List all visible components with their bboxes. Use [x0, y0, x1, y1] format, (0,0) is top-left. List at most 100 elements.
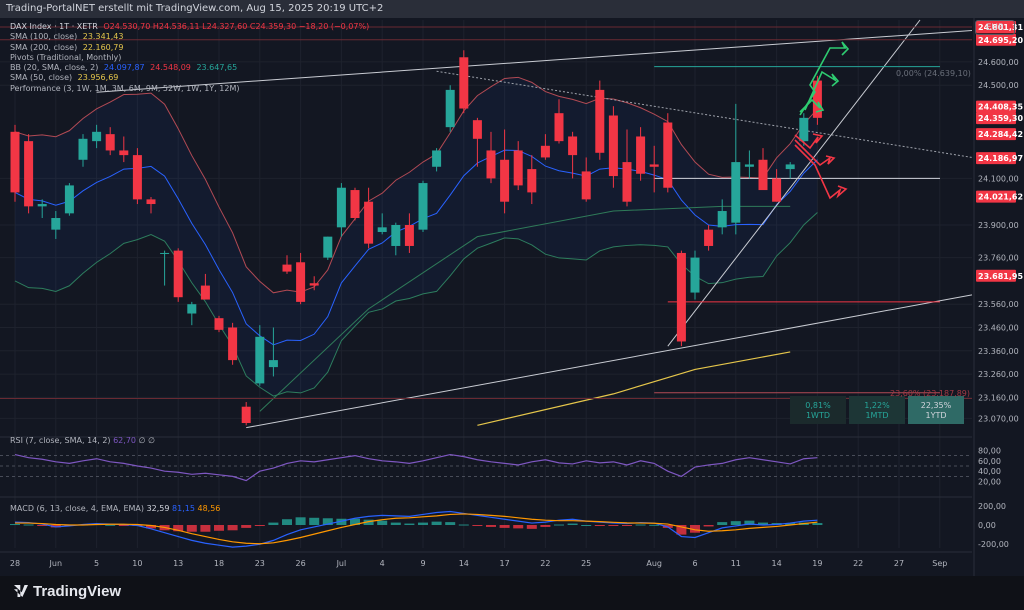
macd-histogram-bar: [608, 525, 619, 526]
legend-bb[interactable]: BB (20, SMA, close, 2) 24.097,87 24.548,…: [10, 63, 369, 73]
time-tick-label: Sep: [932, 559, 947, 568]
macd-v3: 48,56: [197, 504, 221, 513]
time-tick-label: 26: [296, 559, 306, 568]
candle-body: [568, 136, 578, 156]
candle-body: [649, 164, 659, 167]
macd-histogram-bar: [200, 525, 211, 532]
candle-body: [10, 131, 20, 193]
candle-body: [608, 115, 618, 177]
macd-histogram-bar: [241, 525, 252, 528]
perf-box-1y: 22,35% 1YTD: [908, 396, 964, 424]
legend-sma200[interactable]: SMA (200, close) 22.160,79: [10, 43, 369, 53]
price-tick-label: 23.160,00: [978, 393, 1019, 402]
macd-histogram-bar: [812, 523, 823, 525]
price-tick-label: 23.760,00: [978, 254, 1019, 263]
legend-bb-v3: 23.647,65: [196, 63, 238, 73]
time-tick-label: Jun: [49, 559, 63, 568]
candle-body: [51, 218, 61, 230]
macd-tick-label: 0,00: [978, 521, 996, 530]
perf-1y-label: 1YTD: [925, 411, 947, 420]
macd-histogram-bar: [50, 525, 61, 528]
candle-body: [704, 229, 714, 246]
candle-body: [391, 225, 401, 246]
red-arrow-1: [794, 133, 824, 150]
legend-sma50[interactable]: SMA (50, close) 23.956,69: [10, 73, 369, 83]
price-label-box: [976, 20, 1016, 33]
price-label-box: [976, 269, 1016, 282]
candle-body: [581, 171, 591, 200]
price-tick-label: 23.900,00: [978, 221, 1019, 230]
candle-body: [309, 283, 319, 286]
macd-histogram-bar: [785, 523, 796, 525]
rsi-tick-label: 80,00: [978, 446, 1001, 455]
candle-body: [554, 113, 564, 142]
legend-sma100-value: 23.341,43: [82, 32, 124, 42]
macd-histogram-bar: [295, 517, 306, 525]
candle-body: [418, 183, 428, 230]
macd-histogram-bar: [622, 525, 632, 526]
currency-button[interactable]: EUR: [975, 20, 1015, 35]
time-tick-label: 14: [772, 559, 782, 568]
rsi-line: [14, 453, 818, 482]
macd-histogram-bar: [526, 525, 537, 529]
macd-legend[interactable]: MACD (6, 13, close, 4, EMA, EMA) 32,59 8…: [10, 504, 220, 513]
candle-body: [119, 150, 129, 156]
price-tick-label: 23.070,00: [978, 414, 1019, 423]
indicator-legend: DAX Index · 1T · XETR O24.530,70 H24.536…: [10, 22, 369, 94]
legend-sma100[interactable]: SMA (100, close) 23.341,43: [10, 32, 369, 42]
macd-histogram-bar: [554, 524, 564, 526]
time-tick-label: Jul: [336, 559, 347, 568]
tradingview-logo[interactable]: TradingView: [14, 583, 121, 600]
macd-histogram-bar: [730, 521, 741, 525]
macd-histogram-bar: [336, 518, 347, 525]
candle-body: [527, 169, 537, 193]
macd-histogram-bar: [690, 525, 700, 533]
macd-histogram-bar: [350, 518, 360, 525]
candle-body: [486, 150, 496, 179]
macd-signal-line: [15, 513, 818, 545]
perf-1m-label: 1MTD: [865, 411, 889, 420]
fib-bottom-label: 23,60% (23.187,89): [890, 389, 971, 398]
macd-line: [14, 510, 818, 548]
price-label-text: 24.801,31: [978, 23, 1023, 32]
candle-body: [160, 252, 170, 254]
macd-histogram-bar: [37, 525, 48, 526]
legend-symbol[interactable]: DAX Index · 1T · XETR: [10, 22, 98, 31]
candle-body: [64, 185, 74, 214]
legend-bb-label: BB (20, SMA, close, 2): [10, 63, 99, 73]
fib-top-label: 0,00% (24.639,10): [896, 69, 971, 78]
price-label-text: 24.284,42: [978, 130, 1023, 139]
macd-histogram-bar: [703, 525, 714, 527]
macd-histogram-bar: [23, 524, 34, 526]
macd-v2: 81,15: [172, 504, 195, 513]
candle-body: [472, 120, 482, 139]
rsi-extra: ∅ ∅: [138, 436, 156, 445]
bb-upper-line: [14, 76, 818, 294]
legend-performance[interactable]: Performance (3, 1W, 1M, 3M, 6M, 9M, 52W,…: [10, 84, 369, 94]
price-label-box: [976, 112, 1016, 125]
time-tick-label: 19: [812, 559, 822, 568]
rsi-tick-label: 40,00: [978, 467, 1001, 476]
candle-body: [540, 145, 550, 158]
price-label-text: 24.695,20: [978, 36, 1023, 45]
candle-body: [445, 89, 455, 128]
time-tick-label: 5: [94, 559, 99, 568]
candle-body: [241, 406, 251, 424]
rsi-legend[interactable]: RSI (7, close, SMA, 14, 2) 62,70 ∅ ∅: [10, 436, 155, 445]
macd-histogram-bar: [214, 525, 224, 531]
time-tick-label: 22: [540, 559, 550, 568]
candle-body: [268, 360, 278, 368]
tradingview-icon: [14, 585, 28, 597]
macd-v1: 32,59: [146, 504, 170, 513]
macd-histogram-bar: [486, 525, 496, 527]
candle-body: [622, 162, 632, 202]
trendline-steep: [667, 19, 921, 347]
brand-name: TradingView: [33, 583, 122, 600]
price-tick-label: 23.560,00: [978, 300, 1019, 309]
macd-histogram-bar: [472, 525, 483, 526]
green-arrow-up-2: [804, 70, 840, 111]
legend-sma200-value: 22.160,79: [82, 42, 124, 52]
legend-pivots[interactable]: Pivots (Traditional, Monthly): [10, 53, 369, 63]
macd-histogram-bar: [499, 525, 510, 528]
